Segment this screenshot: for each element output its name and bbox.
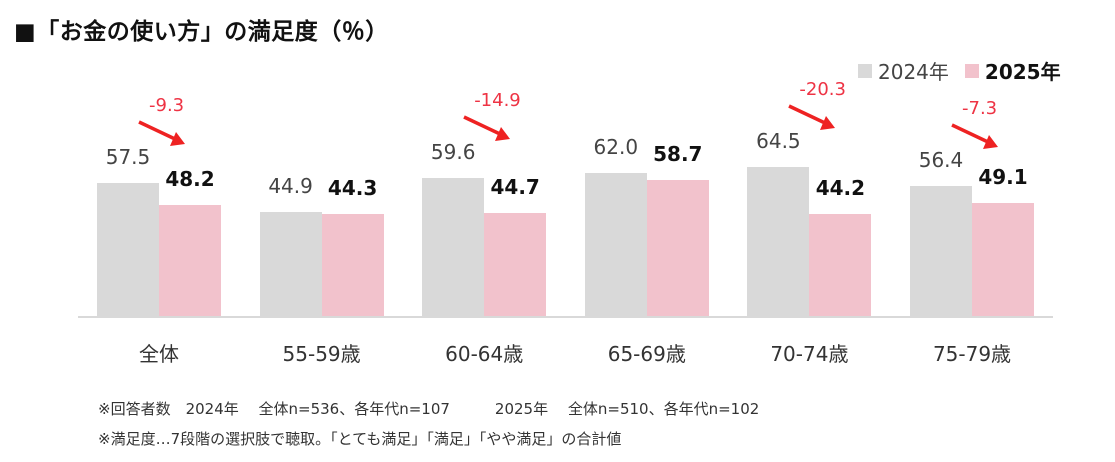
category-label: 75-79歳 (932, 342, 1012, 366)
bar-2025 (321, 213, 384, 316)
footnote-definition: ※満足度…7段階の選択肢で聴取。「とても満足」「満足」「やや満足」の合計値 (98, 430, 622, 448)
value-label-2024: 57.5 (105, 145, 151, 170)
down-arrow-icon (463, 115, 511, 142)
bar-2024 (422, 178, 485, 316)
bar-2024 (97, 183, 159, 316)
bar-2025 (809, 213, 872, 316)
difference-label: -9.3 (149, 95, 185, 117)
category-label: 65-69歳 (607, 342, 686, 366)
legend-swatch-2024 (858, 63, 872, 78)
legend-label-2025: 2025年 (984, 60, 1061, 84)
bar-2025 (159, 204, 221, 316)
value-label-2024: 59.6 (430, 140, 476, 165)
value-label-2025: 44.2 (815, 175, 866, 200)
category-label: 60-64歳 (445, 342, 524, 366)
value-label-2025: 44.3 (327, 175, 378, 200)
down-arrow-icon (788, 104, 836, 130)
category-label: 55-59歳 (282, 342, 361, 366)
value-label-2025: 58.7 (653, 142, 703, 167)
legend-item-2025: 2025年 (964, 56, 1061, 85)
value-label-2025: 44.7 (490, 174, 540, 199)
down-arrow-icon (138, 120, 185, 147)
bar-2024 (910, 185, 972, 316)
value-label-2025: 48.2 (165, 166, 215, 191)
value-label-2024: 62.0 (593, 134, 639, 159)
bar-2025 (646, 180, 709, 316)
legend-item-2024: 2024年 (858, 56, 949, 85)
down-arrow-icon (951, 123, 998, 149)
difference-label: -14.9 (474, 90, 521, 112)
value-label-2025: 49.1 (978, 164, 1028, 189)
difference-label: -20.3 (799, 79, 846, 100)
chart-title: ■「お金の使い方」の満足度（％） (14, 19, 389, 45)
difference-label: -7.3 (962, 97, 998, 119)
category-label: 70-74歳 (770, 342, 849, 366)
bar-2024 (747, 167, 810, 316)
footnote-respondents: ※回答者数 2024年 全体n=536、各年代n=107 2025年 全体n=5… (98, 400, 760, 418)
legend-swatch-2025 (964, 63, 979, 78)
bar-2024 (584, 172, 647, 316)
bar-2025 (972, 202, 1034, 316)
value-label-2024: 56.4 (918, 147, 964, 172)
legend-label-2024: 2024年 (878, 60, 949, 84)
value-label-2024: 64.5 (756, 129, 801, 153)
bar-2025 (484, 212, 547, 316)
legend: 2024年 2025年 (858, 56, 1077, 85)
bar-2024 (259, 212, 322, 316)
category-label: 全体 (139, 342, 179, 366)
value-label-2024: 44.9 (268, 174, 313, 199)
x-axis-line (78, 316, 1053, 318)
